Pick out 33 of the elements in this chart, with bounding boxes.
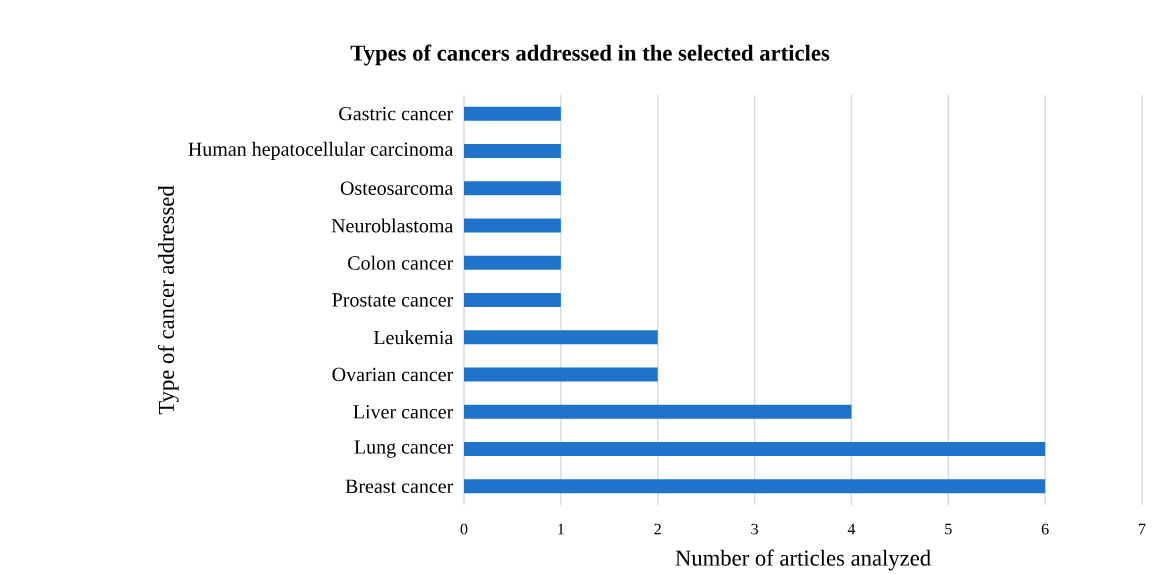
- x-tick-label: 3: [751, 523, 758, 535]
- bar: [464, 367, 658, 382]
- x-tick-label: 4: [847, 523, 856, 535]
- bar: [464, 255, 561, 270]
- x-tick-label: 0: [460, 523, 468, 535]
- y-axis-title: Type of cancer addressed: [157, 185, 179, 415]
- y-tick-label: Osteosarcoma: [340, 181, 454, 195]
- x-tick-label: 2: [654, 523, 661, 535]
- y-tick-label: Neuroblastoma: [331, 218, 454, 233]
- y-tick-label: Colon cancer: [348, 255, 454, 270]
- x-tick-label: 1: [558, 523, 564, 535]
- bar: [464, 293, 561, 307]
- bar: [464, 181, 561, 196]
- chart-title: Types of cancers addressed in the selected articles: [350, 44, 830, 66]
- y-tick-label: Breast cancer: [345, 479, 454, 494]
- y-tick-label: Ovarian cancer: [332, 367, 454, 382]
- bar: [464, 106, 561, 121]
- y-tick-label: Lung cancer: [354, 440, 454, 458]
- x-tick-label: 7: [1139, 523, 1146, 535]
- bar: [464, 143, 561, 158]
- bar: [464, 330, 658, 345]
- x-tick-label: 6: [1041, 523, 1049, 535]
- bar: [464, 442, 1046, 457]
- bar: [464, 404, 852, 419]
- y-tick-label: Human hepatocellular carcinoma: [188, 141, 454, 160]
- x-axis-title: Number of articles analyzed: [675, 549, 931, 571]
- y-tick-label: Prostate cancer: [332, 293, 454, 307]
- bar: [464, 218, 561, 233]
- bar: [464, 479, 1046, 494]
- y-tick-label: Liver cancer: [353, 405, 454, 419]
- x-tick-label: 5: [945, 523, 952, 535]
- y-tick-label: Gastric cancer: [339, 106, 454, 121]
- y-tick-label: Leukemia: [373, 330, 454, 345]
